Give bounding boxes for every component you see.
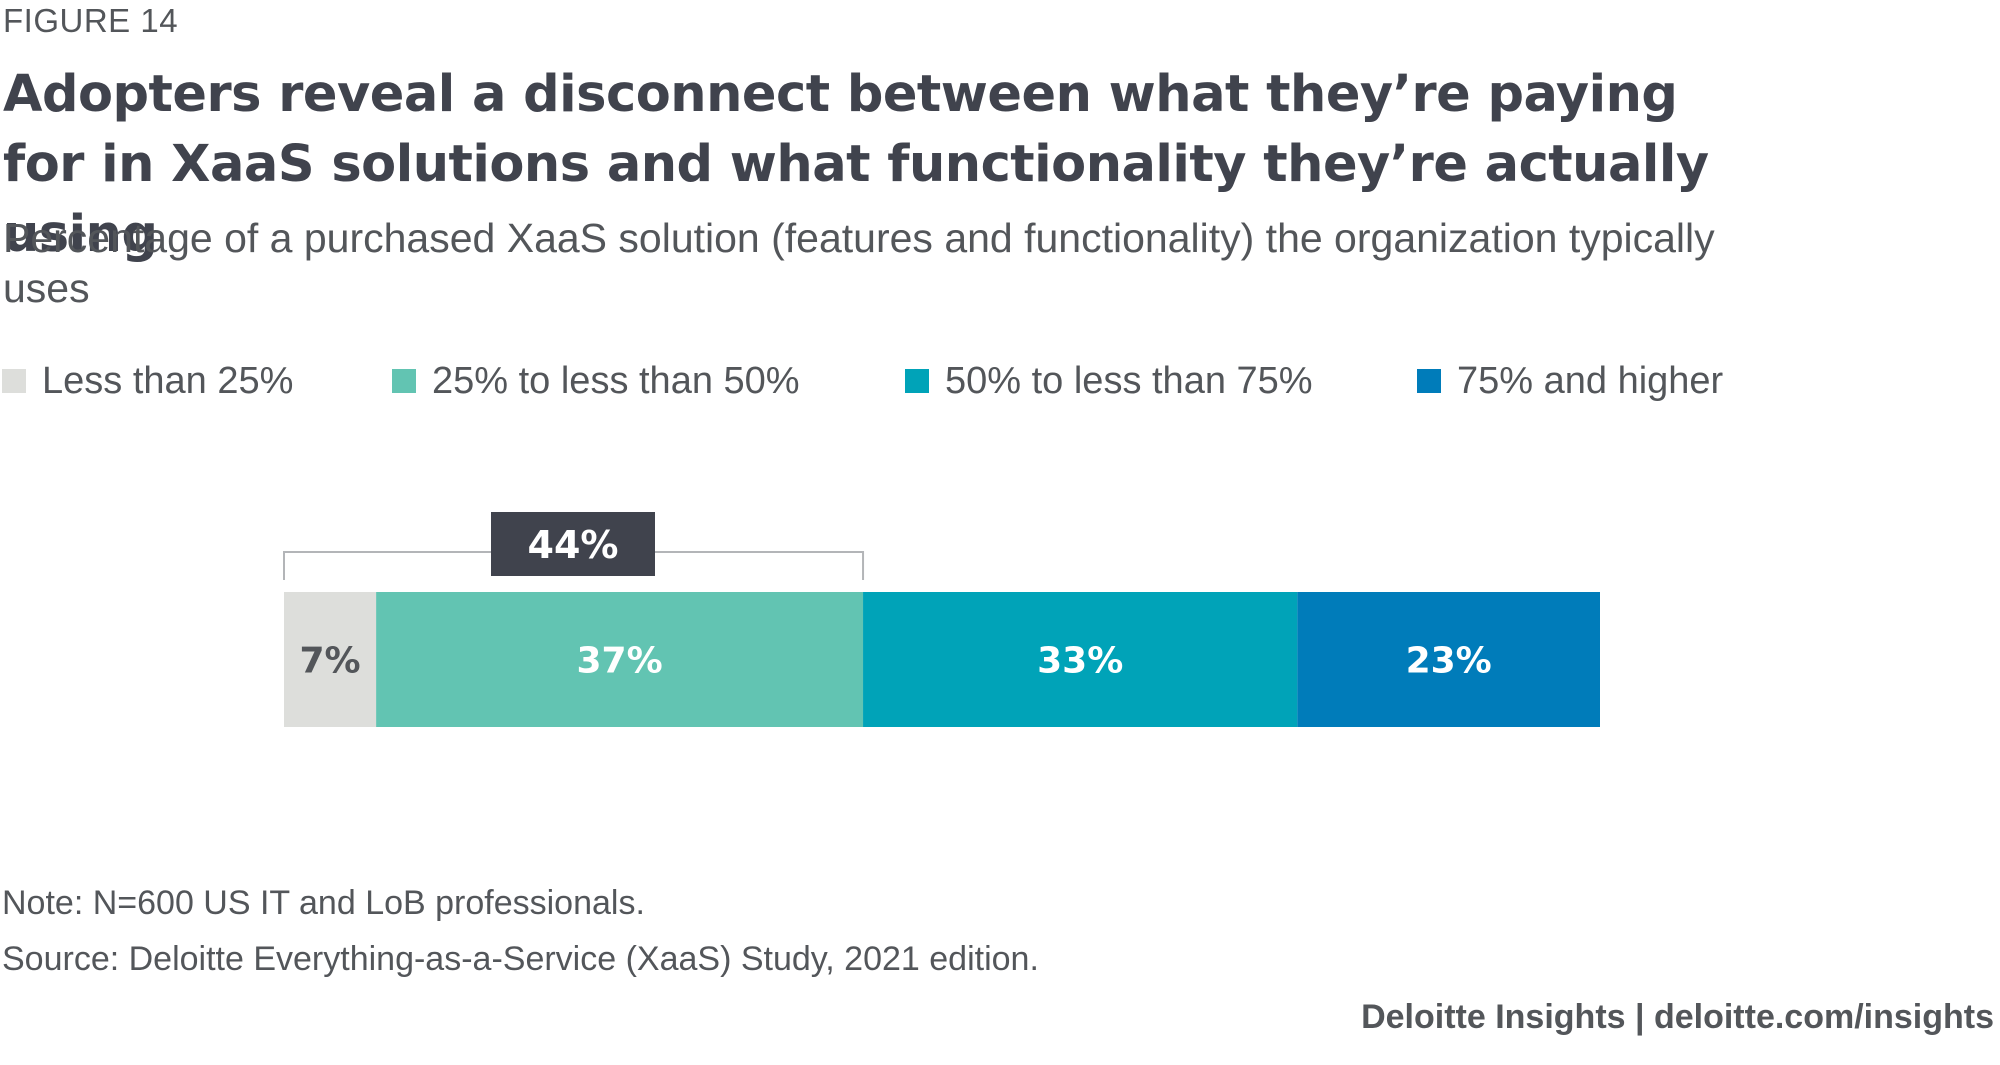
- figure-label: FIGURE 14: [3, 2, 179, 39]
- bar-value-label-3: 23%: [1406, 641, 1492, 682]
- legend-item-less-than-25: Less than 25%: [2, 356, 293, 406]
- legend-label: Less than 25%: [42, 359, 294, 402]
- legend-swatch: [2, 369, 26, 393]
- bar-segment-2: [863, 592, 1298, 727]
- chart-source: Source: Deloitte Everything-as-a-Service…: [2, 940, 1039, 978]
- legend-label: 75% and higher: [1457, 359, 1724, 402]
- legend-item-25-to-50: 25% to less than 50%: [392, 356, 800, 406]
- legend-label: 50% to less than 75%: [945, 359, 1313, 402]
- footer-credit: Deloitte Insights | deloitte.com/insight…: [1361, 998, 1994, 1036]
- legend-label: 25% to less than 50%: [432, 359, 800, 402]
- chart-subtitle: Percentage of a purchased XaaS solution …: [3, 215, 1715, 311]
- legend-swatch: [392, 369, 416, 393]
- bracket-label-box: [491, 512, 655, 576]
- legend-swatch: [1417, 369, 1441, 393]
- bar-segment-0: [284, 592, 377, 727]
- bar-segment-1: [376, 592, 864, 727]
- chart-title: Adopters reveal a disconnect between wha…: [3, 65, 1709, 264]
- bar-value-label-0: 7%: [299, 641, 360, 682]
- legend-swatch: [905, 369, 929, 393]
- bar-value-label-2: 33%: [1037, 641, 1123, 682]
- chart-note: Note: N=600 US IT and LoB professionals.: [2, 884, 645, 922]
- legend-item-50-to-75: 50% to less than 75%: [905, 356, 1313, 406]
- chart-legend: Less than 25% 25% to less than 50% 50% t…: [0, 356, 1900, 406]
- bar-value-label-1: 37%: [576, 641, 662, 682]
- legend-item-75-and-higher: 75% and higher: [1417, 356, 1723, 406]
- bar-segment-3: [1297, 592, 1600, 727]
- stacked-bar-chart: 7% 37% 33% 23% 44%: [283, 512, 1600, 727]
- bracket-label: 44%: [528, 523, 619, 567]
